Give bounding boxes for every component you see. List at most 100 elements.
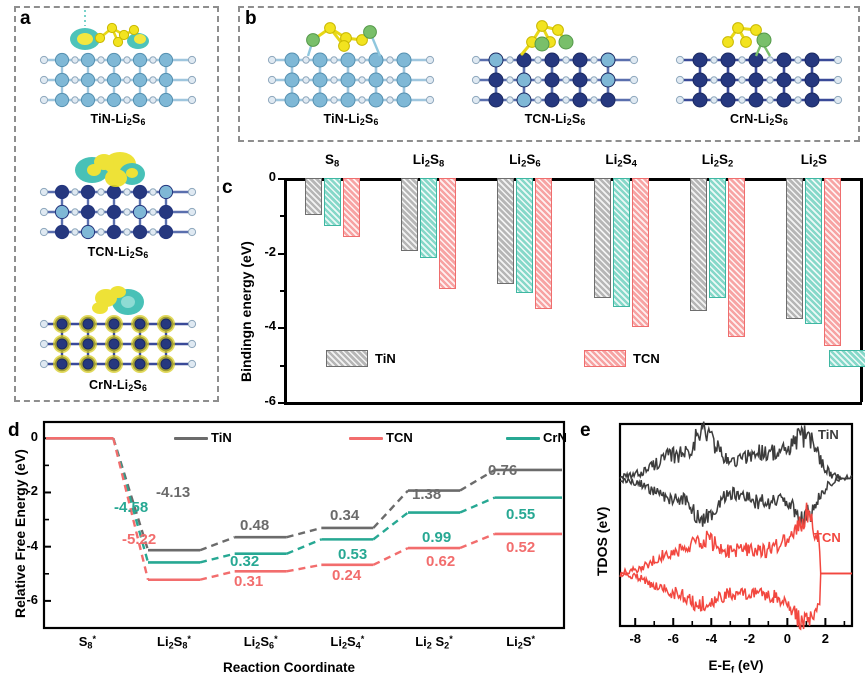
panel-e-plot-area: -8 -6 -4 -2 0 2 TiN TCN xyxy=(618,421,854,646)
structure-b-tcn-label: TCN-Li2S6 xyxy=(524,112,586,128)
panel-d-ytick-label: -4 xyxy=(26,537,38,553)
panel-c-legend-swatch-tin xyxy=(326,350,368,367)
panel-d-value-label-12: 0.76 xyxy=(488,462,518,480)
bar-tcn-Li2S8 xyxy=(439,178,456,289)
panel-d-legend-line-crn xyxy=(506,437,540,440)
panel-e-ylabel: TDOS (eV) xyxy=(594,506,610,576)
panel-d-value-label-14: 0.52 xyxy=(506,539,536,557)
structure-a-tcn-label: TCN-Li2S6 xyxy=(87,245,149,261)
panel-d-connector-tcn-1 xyxy=(199,570,235,581)
structure-b-tin xyxy=(258,12,444,112)
panel-e-xtick-label-5: 2 xyxy=(821,631,829,646)
bar-crn-Li2S6 xyxy=(516,178,534,293)
panel-d-connector-crn-2 xyxy=(286,538,322,555)
panel-c-category-label: Li2S4 xyxy=(605,152,637,170)
panel-d-connector-tcn-0 xyxy=(112,437,150,581)
bar-crn-Li2S8 xyxy=(420,178,437,258)
panel-d-ytick-label: -2 xyxy=(26,483,38,499)
panel-d-ytick-label: 0 xyxy=(30,429,38,445)
panel-c-category-label: Li2S2 xyxy=(701,152,734,170)
bar-tin-Li2S4 xyxy=(593,178,611,298)
tdos-tcn-spin-up xyxy=(620,502,852,575)
bar-crn-S8 xyxy=(323,178,341,226)
panel-d-plot-area: 0 -2 -4 -6 -4.13 -4.58 -5.22 0.48 0.32 0.31 0.34 0.… xyxy=(26,420,567,650)
structure-a-tin xyxy=(28,8,208,113)
bar-tin-Li2S2 xyxy=(690,178,707,311)
panel-d-connector-tin-2 xyxy=(286,526,322,539)
panel-c-category-label: S8 xyxy=(325,152,340,170)
structure-b-tin-label: TiN-Li2S6 xyxy=(323,112,379,128)
panel-d-frame xyxy=(42,420,566,630)
panel-c-ytick-label: -6 xyxy=(264,393,276,408)
panel-c-right-axis xyxy=(860,178,863,402)
structure-a-tcn-svg xyxy=(39,152,197,240)
panel-b-letter: b xyxy=(245,8,257,29)
panel-d-xcat-1: Li2S8* xyxy=(157,634,191,651)
panel-d-connector-tcn-3 xyxy=(372,546,409,566)
panel-d-xcat-2: Li2S6* xyxy=(243,634,278,651)
panel-b-frame xyxy=(238,6,860,142)
panel-c-category-label: Li2S8 xyxy=(412,152,445,170)
panel-d-legend-line-tcn xyxy=(349,437,383,440)
panel-e-xlabel: E-Ef (eV) xyxy=(708,658,764,676)
tdos-tcn-spin-down xyxy=(619,571,852,631)
bar-tin-Li2S xyxy=(786,178,804,320)
panel-e-xtick-label-3: -2 xyxy=(743,631,756,646)
panel-d-legend-label-tcn: TCN xyxy=(386,430,413,445)
panel-d-xcat-4: Li2 S2* xyxy=(415,634,453,651)
panel-d-xcat-0: S8* xyxy=(78,634,96,651)
tdos-tin-spin-down xyxy=(619,476,852,528)
panel-e-series-label-tcn: TCN xyxy=(814,530,841,546)
panel-d-ytick-label: -6 xyxy=(26,591,38,607)
bar-tcn-Li2S xyxy=(824,178,842,346)
panel-d: d Relative Free Energy (eV) 0 -2 -4 -6 -4.13… xyxy=(0,418,578,680)
panel-d-connector-tcn-2 xyxy=(286,563,322,573)
panel-d-value-label-7: 0.53 xyxy=(338,545,368,563)
panel-c-legend-label-tcn: TCN xyxy=(633,351,660,366)
structure-b-tcn-svg xyxy=(471,20,639,108)
panel-d-connector-tin-4 xyxy=(459,468,496,492)
structure-b-tin-svg xyxy=(267,22,435,108)
bar-crn-Li2S2 xyxy=(709,178,726,299)
bar-crn-Li2S4 xyxy=(612,178,630,307)
panel-d-value-label-6: 0.34 xyxy=(330,507,360,525)
tdos-tin-spin-up xyxy=(619,421,853,482)
panel-c-ylabel: Bindingn energy (eV) xyxy=(238,241,254,382)
panel-e-svg xyxy=(618,421,854,631)
bar-tin-Li2S6 xyxy=(497,178,515,285)
bar-tcn-Li2S2 xyxy=(728,178,745,338)
structure-a-tin-svg xyxy=(39,10,197,108)
panel-d-legend-line-tin xyxy=(174,437,208,440)
panel-c-ytick-label: -2 xyxy=(264,243,276,259)
panel-c-yminortick xyxy=(280,290,285,292)
structure-a-crn-label: CrN-Li2S6 xyxy=(88,378,148,394)
panel-c-ytick xyxy=(278,327,285,330)
panel-e-xtick-label-2: -4 xyxy=(705,631,718,646)
panel-c-ytick xyxy=(278,178,285,180)
bar-tcn-Li2S4 xyxy=(631,178,649,328)
structure-b-crn xyxy=(666,12,852,112)
bar-tcn-Li2S6 xyxy=(535,178,553,310)
panel-d-value-label-4: 0.32 xyxy=(230,552,260,570)
panel-d-connector-tin-0 xyxy=(112,437,150,551)
panel-d-letter: d xyxy=(8,420,20,441)
panel-d-value-label-5: 0.31 xyxy=(234,573,264,591)
panel-d-legend-label-tin: TiN xyxy=(211,430,232,445)
panel-c-zero-axis xyxy=(284,178,862,181)
panel-c-letter: c xyxy=(222,177,233,198)
panel-c-plot-area: 0-2-4-6S8Li2S8Li2S6Li2S4Li2S2Li2STiNTCNC… xyxy=(264,152,865,408)
panel-c: c Bindingn energy (eV) 0 -2 -4 -6 S8 Li2S8 Li2… xyxy=(222,150,865,412)
panel-c-y-axis xyxy=(284,178,287,402)
panel-c-ytick-label: 0 xyxy=(268,169,276,184)
structure-a-tin-label: TiN-Li2S6 xyxy=(90,112,146,128)
panel-c-yminortick xyxy=(280,364,285,367)
panel-d-connector-crn-1 xyxy=(199,552,235,564)
bar-crn-Li2S xyxy=(805,178,823,325)
structure-a-crn xyxy=(28,272,208,377)
panel-c-ytick-label: -4 xyxy=(264,318,276,334)
panel-d-connector-tcn-4 xyxy=(459,532,496,550)
structure-a-tcn xyxy=(28,140,208,245)
panel-d-xcat-3: Li2S4* xyxy=(330,634,365,651)
panel-a-frame xyxy=(14,6,219,402)
panel-d-connector-tin-3 xyxy=(372,489,409,529)
